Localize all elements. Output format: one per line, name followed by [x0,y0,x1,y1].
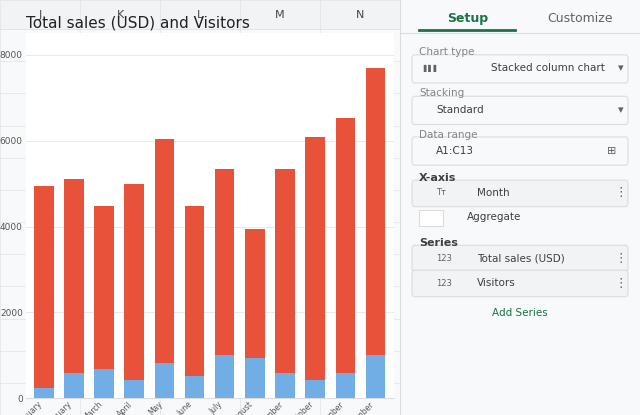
Text: Month: Month [477,188,509,198]
FancyBboxPatch shape [419,210,443,226]
Text: ⋮: ⋮ [614,186,627,200]
Text: Total sales (USD): Total sales (USD) [477,253,564,263]
Bar [0,0,80,29]
Bar [64,373,84,398]
FancyBboxPatch shape [412,245,628,272]
Bar [94,206,114,369]
Bar [245,358,265,398]
Text: Standard: Standard [436,105,484,115]
Bar [34,186,54,388]
Text: ▐▐▐: ▐▐▐ [420,65,437,72]
Bar [94,369,114,398]
Text: Stacking: Stacking [419,88,465,98]
Text: Chart type: Chart type [419,47,475,57]
Bar [80,0,160,29]
Text: Data range: Data range [419,130,477,140]
Bar [215,355,234,398]
Text: Aggregate: Aggregate [467,212,522,222]
Bar [365,68,385,355]
FancyBboxPatch shape [412,270,628,297]
Text: Stacked column chart: Stacked column chart [492,63,605,73]
Bar [305,380,325,398]
Bar [275,374,295,398]
FancyBboxPatch shape [412,137,628,165]
Text: X-axis: X-axis [419,173,456,183]
Text: M: M [275,10,285,20]
Bar [365,355,385,398]
Text: ⋮: ⋮ [614,251,627,265]
Text: Series: Series [419,238,458,248]
Text: Add Series: Add Series [492,308,548,318]
Text: ▾: ▾ [618,63,623,73]
Bar [240,0,320,29]
Bar [245,229,265,358]
Bar [275,169,295,374]
FancyBboxPatch shape [412,180,628,207]
Bar [154,139,174,363]
Text: Tт: Tт [436,188,446,198]
Bar [305,137,325,380]
Text: ⋮: ⋮ [614,276,627,290]
Text: Visitors: Visitors [477,278,516,288]
Text: ▾: ▾ [618,105,623,115]
Text: A1:C13: A1:C13 [436,146,474,156]
Bar [160,0,240,29]
Bar [154,363,174,398]
Bar [185,206,204,376]
Text: L: L [197,10,203,20]
Text: ⊞: ⊞ [607,146,616,156]
Bar [185,376,204,398]
Text: K: K [116,10,124,20]
Text: Total sales (USD) and Visitors: Total sales (USD) and Visitors [26,16,250,31]
Bar [335,118,355,374]
Text: Customize: Customize [547,12,612,25]
Bar [320,0,400,29]
Text: J: J [38,10,42,20]
Text: Setup: Setup [447,12,488,25]
Bar [335,374,355,398]
Bar [124,184,144,380]
Text: 123: 123 [436,278,452,288]
Bar [64,179,84,373]
FancyBboxPatch shape [412,55,628,83]
FancyBboxPatch shape [412,96,628,124]
Text: 123: 123 [436,254,452,263]
Bar [215,168,234,355]
Text: N: N [356,10,364,20]
Bar [34,388,54,398]
Bar [124,380,144,398]
